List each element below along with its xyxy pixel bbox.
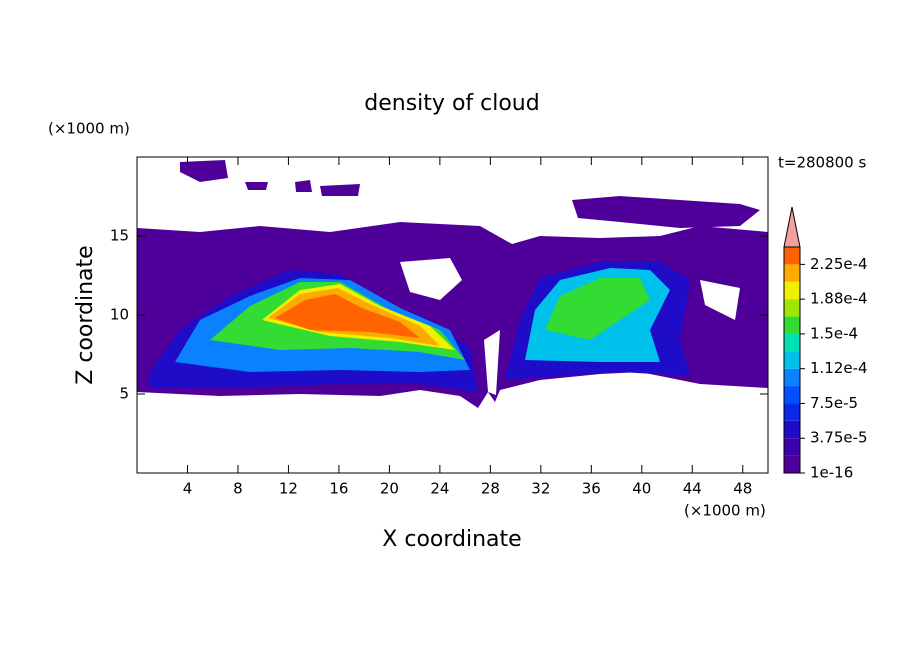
x-tick-label: 32 xyxy=(531,480,550,498)
colorbar-label: 7.5e-5 xyxy=(810,394,858,412)
colorbar-label: 1.12e-4 xyxy=(810,359,868,377)
chart-title: density of cloud xyxy=(364,91,539,116)
colorbar-frame xyxy=(783,246,801,474)
x-tick-label: 44 xyxy=(683,480,702,498)
colorbar-band xyxy=(784,351,800,369)
y-tick-label: 5 xyxy=(119,385,129,403)
colorbar-label: 3.75e-5 xyxy=(810,429,868,447)
contour-blob xyxy=(400,258,740,395)
x-tick-label: 24 xyxy=(430,480,449,498)
y-tick-label: 10 xyxy=(110,306,129,324)
x-tick-label: 40 xyxy=(632,480,651,498)
colorbar-extension xyxy=(783,206,801,248)
colorbar-band xyxy=(784,368,800,387)
x-tick-label: 16 xyxy=(329,480,348,498)
time-label: t=280800 s xyxy=(778,154,866,172)
x-tick-label: 8 xyxy=(233,480,243,498)
y-unit: (×1000 m) xyxy=(48,120,130,138)
x-tick-label: 20 xyxy=(380,480,399,498)
contour-field xyxy=(137,160,768,408)
contour-blob xyxy=(180,160,228,182)
x-tick-label: 4 xyxy=(183,480,193,498)
x-tick-label: 12 xyxy=(279,480,298,498)
x-axis-label: X coordinate xyxy=(382,527,521,552)
x-tick-label: 28 xyxy=(481,480,500,498)
x-tick-label: 36 xyxy=(582,480,601,498)
colorbar-band xyxy=(784,264,800,282)
colorbar-band xyxy=(784,247,800,265)
y-axis-label: Z coordinate xyxy=(73,245,98,384)
colorbar-label: 1e-16 xyxy=(810,464,853,482)
colorbar-band xyxy=(784,333,800,352)
colorbar-band xyxy=(784,281,800,300)
contour-blob xyxy=(275,294,420,338)
x-tick-label: 48 xyxy=(733,480,752,498)
colorbar-label: 1.5e-4 xyxy=(810,324,858,342)
colorbar-band xyxy=(784,386,800,404)
contour-blob xyxy=(545,278,650,340)
colorbar-band xyxy=(784,403,800,421)
colorbar-band xyxy=(784,455,800,473)
colorbar-label: 1.88e-4 xyxy=(810,290,868,308)
colorbar-band xyxy=(784,299,800,317)
contour-blob xyxy=(572,196,760,228)
colorbar-band xyxy=(784,316,800,334)
colorbar-band xyxy=(784,438,800,456)
y-tick-label: 15 xyxy=(110,227,129,245)
contour-blob xyxy=(245,180,360,196)
colorbar-label: 2.25e-4 xyxy=(810,255,868,273)
x-unit: (×1000 m) xyxy=(684,502,766,520)
colorbar-band xyxy=(784,420,800,439)
